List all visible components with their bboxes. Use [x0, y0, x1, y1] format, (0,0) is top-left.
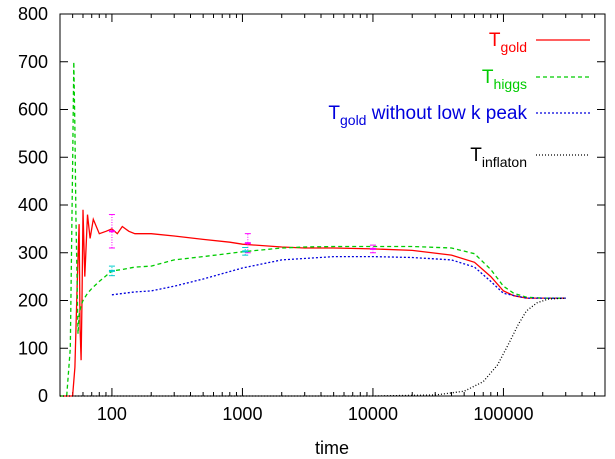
- x-tick-label: 10000: [348, 404, 398, 424]
- series-line-2: [111, 255, 566, 299]
- plot-frame: [59, 13, 606, 397]
- error-bars: [108, 214, 376, 277]
- x-tick-label: 1000: [222, 404, 262, 424]
- y-axis: 0 100 200 300 400 500 600 700 800: [18, 4, 605, 406]
- x-axis: 100 1000 10000 100000: [59, 14, 606, 424]
- y-tick-label: 700: [18, 52, 48, 72]
- y-tick-label: 400: [18, 195, 48, 215]
- y-tick-label: 300: [18, 243, 48, 263]
- y-tick-label: 0: [38, 386, 48, 406]
- legend: Tgold Thiggs Tgold without low k peak Tinfl…: [328, 30, 590, 170]
- legend-label-2: Tgold without low k peak: [328, 103, 527, 128]
- y-tick-label: 600: [18, 100, 48, 120]
- series-line-0: [60, 209, 566, 397]
- legend-label-3: Tinflaton: [470, 145, 527, 170]
- x-axis-label: time: [315, 438, 349, 458]
- series-layer: [60, 61, 566, 397]
- x-tick-label: 100: [97, 404, 127, 424]
- legend-label-1: Thiggs: [482, 67, 527, 92]
- series-line-3: [60, 297, 566, 397]
- x-tick-label: 100000: [473, 404, 533, 424]
- series-line-1: [60, 61, 566, 397]
- y-tick-label: 800: [18, 4, 48, 24]
- y-tick-label: 100: [18, 338, 48, 358]
- y-tick-label: 200: [18, 291, 48, 311]
- legend-label-0: Tgold: [489, 30, 527, 55]
- y-tick-label: 500: [18, 147, 48, 167]
